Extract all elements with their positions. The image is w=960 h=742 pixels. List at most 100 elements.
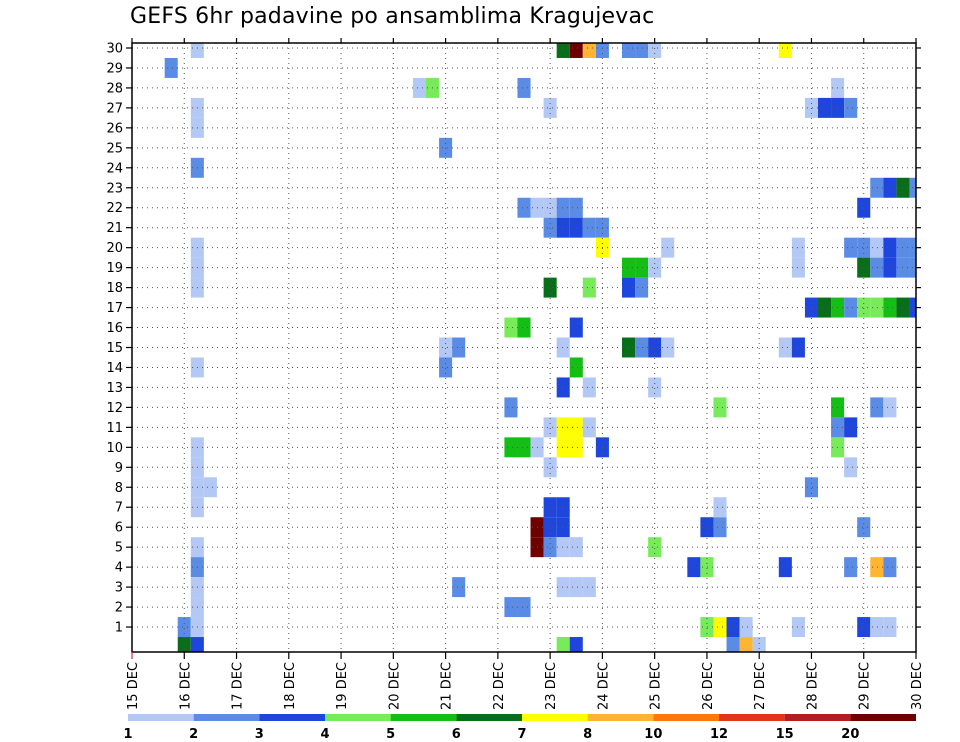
heatmap-cell	[739, 617, 753, 638]
heatmap-cell	[778, 43, 792, 58]
heatmap-cell	[700, 617, 714, 638]
heatmap-cell	[517, 437, 531, 458]
y-tick-label: 2	[115, 601, 123, 616]
heatmap-cell	[726, 617, 740, 638]
heatmap-cell	[582, 217, 596, 238]
legend-label: 2	[189, 727, 198, 742]
heatmap-cell	[870, 297, 884, 318]
heatmap-cell	[713, 497, 727, 518]
legend-label: 12	[710, 727, 728, 742]
heatmap-cell	[504, 397, 518, 418]
heatmap-cell	[713, 397, 727, 418]
heatmap-cell	[556, 43, 570, 58]
heatmap-cell	[439, 357, 453, 378]
y-tick-label: 25	[106, 141, 123, 156]
x-tick-label: 19 DEC	[335, 662, 350, 710]
y-tick-label: 27	[106, 101, 123, 116]
color-legend: 1 2 3 4 5 6 7 8 10 12 15 20	[123, 714, 916, 742]
y-tick-label: 14	[106, 361, 123, 376]
heatmap-cell	[635, 43, 649, 58]
heatmap-cell	[622, 43, 636, 58]
legend-swatch	[325, 714, 391, 721]
grid-lines	[132, 43, 916, 652]
heatmap-cell	[870, 237, 884, 258]
heatmap-cells	[164, 43, 916, 652]
heatmap-cell	[648, 377, 662, 398]
axis-ticks: 1234567891011121314151617181920212223242…	[106, 38, 925, 710]
heatmap-cell	[635, 277, 649, 298]
heatmap-cell	[556, 637, 570, 652]
legend-swatch	[193, 714, 260, 721]
x-tick-label: 26 DEC	[701, 662, 716, 710]
heatmap-cell	[857, 257, 871, 278]
heatmap-cell	[648, 43, 662, 58]
heatmap-cell	[713, 517, 727, 538]
heatmap-cell	[804, 97, 818, 118]
heatmap-cell	[778, 337, 792, 358]
y-tick-label: 16	[106, 321, 123, 336]
heatmap-cell	[582, 277, 596, 298]
heatmap-cell	[870, 177, 884, 198]
heatmap-cell	[569, 417, 583, 438]
heatmap-cell	[556, 417, 570, 438]
x-tick-label: 27 DEC	[753, 662, 768, 710]
y-tick-label: 22	[106, 201, 123, 216]
heatmap-cell	[543, 417, 557, 438]
y-tick-label: 28	[106, 81, 123, 96]
heatmap-cell	[543, 537, 557, 558]
heatmap-cell	[595, 43, 609, 58]
heatmap-cell	[556, 437, 570, 458]
y-tick-label: 12	[106, 401, 123, 416]
legend-swatch	[587, 714, 654, 721]
heatmap-cell	[543, 197, 557, 218]
legend-label: 10	[644, 727, 662, 742]
heatmap-cell	[543, 497, 557, 518]
x-tick-label: 30 DEC	[910, 662, 925, 710]
heatmap-cell	[635, 337, 649, 358]
heatmap-cell	[412, 77, 426, 98]
y-tick-label: 9	[115, 461, 123, 476]
legend-swatch	[259, 714, 325, 721]
heatmap-cell	[713, 617, 727, 638]
y-tick-label: 29	[106, 61, 123, 76]
y-tick-label: 19	[106, 261, 123, 276]
heatmap-cell	[857, 517, 871, 538]
heatmap-cell	[556, 337, 570, 358]
x-tick-label: 28 DEC	[805, 662, 820, 710]
x-tick-label: 23 DEC	[544, 662, 559, 710]
heatmap-cell	[870, 257, 884, 278]
heatmap-cell	[844, 237, 858, 258]
heatmap-cell	[635, 257, 649, 278]
heatmap-cell	[543, 217, 557, 238]
heatmap-cell	[569, 537, 583, 558]
heatmap-cell	[569, 197, 583, 218]
heatmap-cell	[804, 297, 818, 318]
y-tick-label: 15	[106, 341, 123, 356]
legend-label: 1	[123, 727, 132, 742]
heatmap-cell	[844, 417, 858, 438]
heatmap-cell	[687, 557, 701, 578]
heatmap-cell	[582, 377, 596, 398]
heatmap-cell	[439, 337, 453, 358]
heatmap-cell	[622, 277, 636, 298]
x-tick-label: 17 DEC	[231, 662, 246, 710]
heatmap-cell	[190, 637, 204, 652]
legend-label: 15	[776, 727, 794, 742]
heatmap-cell	[556, 217, 570, 238]
y-tick-label: 17	[106, 301, 123, 316]
heatmap-cell	[883, 297, 897, 318]
heatmap-cell	[556, 537, 570, 558]
y-tick-label: 23	[106, 181, 123, 196]
legend-label: 20	[841, 727, 859, 742]
legend-swatch	[128, 714, 194, 721]
x-tick-label: 16 DEC	[178, 662, 193, 710]
heatmap-cell	[517, 597, 531, 618]
heatmap-cell	[870, 557, 884, 578]
heatmap-cell	[556, 497, 570, 518]
heatmap-cell	[556, 197, 570, 218]
heatmap-cell	[556, 577, 570, 598]
legend-label: 3	[255, 727, 264, 742]
y-tick-label: 3	[115, 581, 123, 596]
heatmap-cell	[844, 557, 858, 578]
y-tick-label: 30	[106, 41, 123, 56]
